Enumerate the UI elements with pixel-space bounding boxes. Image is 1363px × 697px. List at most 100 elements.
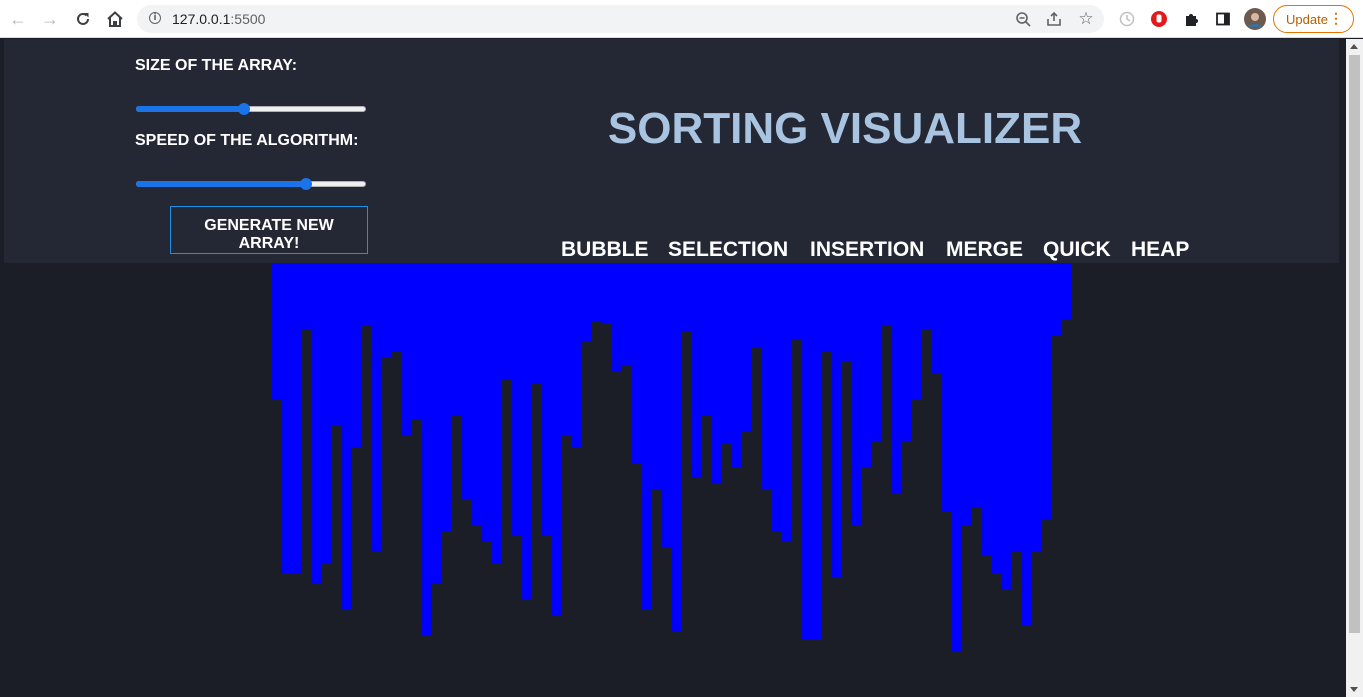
array-bar bbox=[562, 263, 571, 435]
menu-dots-icon: ⋮ bbox=[1329, 10, 1343, 26]
scroll-up-arrow-icon[interactable] bbox=[1350, 44, 1358, 49]
home-icon[interactable] bbox=[103, 7, 127, 31]
array-bar bbox=[702, 263, 711, 415]
array-bar bbox=[722, 263, 731, 443]
share-icon[interactable] bbox=[1045, 10, 1063, 28]
size-slider-fill bbox=[136, 106, 245, 112]
array-bar bbox=[452, 263, 461, 415]
url-text[interactable]: 127.0.0.1:5500 bbox=[172, 11, 266, 27]
array-bar bbox=[642, 263, 651, 609]
zoom-icon[interactable] bbox=[1014, 10, 1032, 28]
array-bar bbox=[302, 263, 311, 329]
array-bar bbox=[712, 263, 721, 483]
array-bar bbox=[332, 263, 341, 425]
array-bar bbox=[672, 263, 681, 631]
array-bar bbox=[602, 263, 611, 323]
array-bar bbox=[1012, 263, 1021, 551]
array-bar bbox=[422, 263, 431, 635]
array-bar bbox=[542, 263, 551, 535]
array-bar bbox=[912, 263, 921, 399]
extensions-puzzle-icon[interactable] bbox=[1181, 9, 1201, 29]
algo-bubble-button[interactable]: BUBBLE bbox=[561, 238, 649, 261]
array-bar bbox=[762, 263, 771, 489]
array-bar bbox=[512, 263, 521, 535]
array-bar bbox=[652, 263, 661, 489]
array-bar bbox=[592, 263, 601, 321]
array-bar bbox=[632, 263, 641, 463]
algo-merge-button[interactable]: MERGE bbox=[946, 238, 1024, 261]
algo-insertion-button[interactable]: INSERTION bbox=[810, 238, 925, 261]
scroll-down-arrow-icon[interactable] bbox=[1350, 687, 1358, 692]
array-bar bbox=[662, 263, 671, 547]
array-bar bbox=[1032, 263, 1041, 551]
array-bar bbox=[842, 263, 851, 361]
array-bar bbox=[812, 263, 821, 639]
scrollbar-thumb[interactable] bbox=[1349, 55, 1360, 633]
array-bar bbox=[982, 263, 991, 555]
array-bar bbox=[272, 263, 281, 399]
array-bar bbox=[582, 263, 591, 341]
array-bar bbox=[852, 263, 861, 525]
array-bar bbox=[682, 263, 691, 331]
address-bar[interactable]: i 127.0.0.1:5500 ☆ bbox=[137, 5, 1104, 33]
array-bar bbox=[532, 263, 541, 383]
profile-avatar[interactable] bbox=[1244, 8, 1266, 30]
size-slider-thumb[interactable] bbox=[238, 103, 251, 115]
adblock-icon[interactable] bbox=[1149, 9, 1169, 29]
algo-selection-button[interactable]: SELECTION bbox=[668, 238, 789, 261]
array-bar bbox=[792, 263, 801, 339]
page-scrollbar[interactable] bbox=[1346, 39, 1363, 697]
array-bar bbox=[992, 263, 1001, 573]
reload-icon[interactable] bbox=[71, 7, 95, 31]
speed-slider-fill bbox=[136, 181, 307, 187]
array-bar bbox=[292, 263, 301, 573]
array-bar bbox=[612, 263, 621, 371]
array-bar bbox=[1002, 263, 1011, 589]
algo-heap-button[interactable]: HEAP bbox=[1131, 238, 1190, 261]
speed-label: SPEED OF THE ALGORITHM: bbox=[135, 132, 359, 149]
array-bar bbox=[482, 263, 491, 541]
page-title: SORTING VISUALIZER bbox=[607, 104, 1083, 153]
app-header bbox=[4, 39, 1339, 263]
extension-timer-icon[interactable] bbox=[1117, 9, 1137, 29]
speed-slider[interactable] bbox=[136, 176, 366, 192]
array-bar bbox=[742, 263, 751, 431]
array-bar bbox=[952, 263, 961, 651]
speed-slider-thumb[interactable] bbox=[300, 178, 313, 190]
array-bar bbox=[462, 263, 471, 499]
array-bar bbox=[752, 263, 761, 347]
bookmark-star-icon[interactable]: ☆ bbox=[1078, 9, 1094, 28]
generate-label-line1: GENERATE NEW bbox=[204, 217, 334, 234]
array-bar bbox=[522, 263, 531, 599]
array-bar bbox=[552, 263, 561, 615]
array-bar bbox=[1042, 263, 1051, 519]
array-bar bbox=[622, 263, 631, 365]
array-bar bbox=[362, 263, 371, 325]
size-slider[interactable] bbox=[136, 101, 366, 117]
array-bar bbox=[442, 263, 451, 531]
update-button[interactable]: Update ⋮ bbox=[1273, 5, 1354, 33]
array-bar bbox=[432, 263, 441, 583]
array-bar bbox=[472, 263, 481, 525]
array-bar bbox=[882, 263, 891, 325]
site-info-icon[interactable]: i bbox=[149, 12, 161, 24]
array-bar bbox=[282, 263, 291, 573]
generate-array-button[interactable]: GENERATE NEW ARRAY! bbox=[170, 206, 368, 254]
algo-quick-button[interactable]: QUICK bbox=[1043, 238, 1111, 261]
array-bar bbox=[1052, 263, 1061, 335]
array-bar bbox=[502, 263, 511, 379]
array-bar bbox=[942, 263, 951, 511]
array-bar bbox=[412, 263, 421, 419]
side-panel-icon[interactable] bbox=[1213, 9, 1233, 29]
array-bar bbox=[802, 263, 811, 639]
back-arrow-icon[interactable]: ← bbox=[9, 8, 27, 29]
array-bar bbox=[822, 263, 831, 351]
array-bar bbox=[392, 263, 401, 351]
array-bar bbox=[932, 263, 941, 373]
generate-label-line2: ARRAY! bbox=[238, 235, 300, 252]
array-bar bbox=[732, 263, 741, 467]
array-bar bbox=[1062, 263, 1071, 319]
forward-arrow-icon[interactable]: → bbox=[41, 8, 59, 29]
array-bar bbox=[322, 263, 331, 563]
array-bar bbox=[492, 263, 501, 563]
